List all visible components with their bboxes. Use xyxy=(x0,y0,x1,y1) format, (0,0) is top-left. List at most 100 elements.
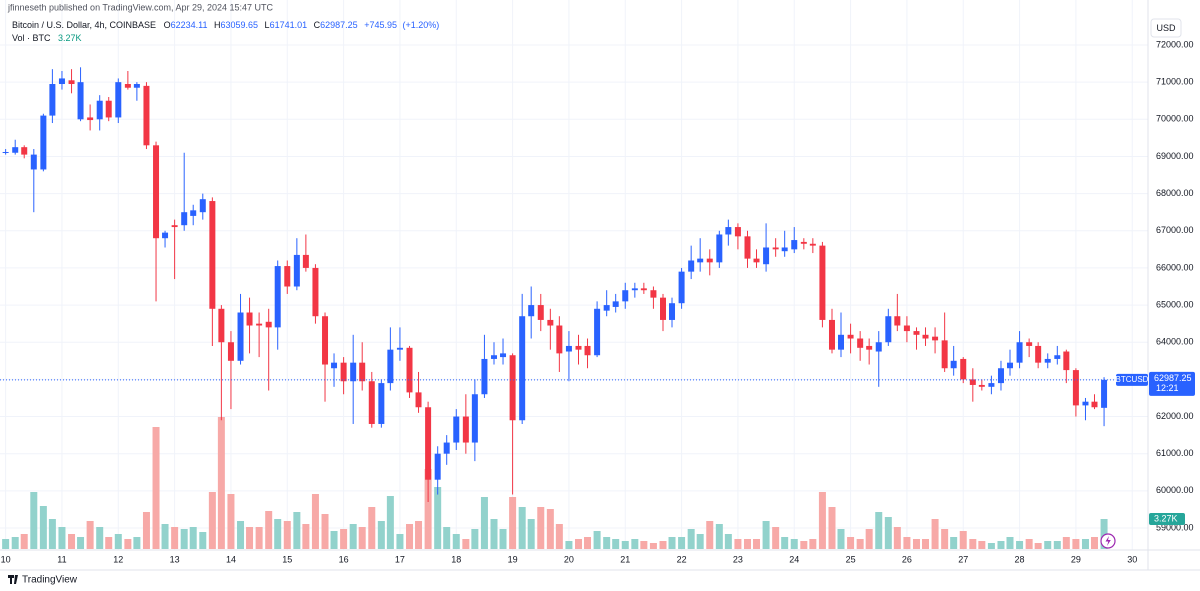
y-tick-label: 71000.00 xyxy=(1156,77,1194,87)
volume-bar xyxy=(969,539,977,549)
symbol-tag: BTCUSD xyxy=(1116,375,1149,384)
x-tick-label: 13 xyxy=(170,554,180,564)
volume-bar xyxy=(828,507,836,549)
volume-bar xyxy=(480,497,488,549)
candle-body xyxy=(894,316,901,326)
volume-bar xyxy=(837,529,845,549)
candle-body xyxy=(340,362,347,382)
volume-bar xyxy=(2,539,10,549)
volume-bar xyxy=(903,537,911,549)
currency-box[interactable] xyxy=(1150,18,1182,38)
candle-body xyxy=(556,325,563,354)
volume-bar xyxy=(124,539,132,549)
currency[interactable]: USD xyxy=(1156,23,1176,33)
x-tick-label: 15 xyxy=(282,554,292,564)
ohlc-letter: C xyxy=(314,20,321,30)
volume-bar xyxy=(340,529,348,549)
candle-body xyxy=(969,379,976,385)
candle-body xyxy=(133,84,140,88)
x-tick-label: 26 xyxy=(902,554,912,564)
candle-body xyxy=(425,407,432,480)
candle-body xyxy=(847,334,854,339)
candle-layer xyxy=(0,67,1148,502)
candle-body xyxy=(256,323,263,326)
volume-bar xyxy=(818,492,826,549)
candle-body xyxy=(960,358,967,380)
change: +745.95 xyxy=(364,20,397,30)
volume-bar xyxy=(30,492,38,549)
candle-body xyxy=(434,453,441,480)
candle-body xyxy=(885,316,892,343)
ohlc-value: 62234.11 xyxy=(171,20,208,30)
ohlc-letter: H xyxy=(214,20,221,30)
candle-body xyxy=(706,258,713,263)
volume-bar xyxy=(640,541,648,549)
x-tick-label: 19 xyxy=(508,554,518,564)
footer-text: TradingView xyxy=(22,575,78,586)
candle-body xyxy=(1035,345,1042,363)
volume-bar xyxy=(77,537,85,549)
volume-bar xyxy=(715,524,723,549)
symbol-title: Bitcoin / U.S. Dollar, 4h, COINBASE xyxy=(12,20,156,30)
candle-body xyxy=(612,301,619,307)
volume-bar xyxy=(161,524,169,549)
candle-body xyxy=(21,147,28,155)
candle-body xyxy=(284,266,291,287)
candle-body xyxy=(1082,401,1089,406)
y-tick-label: 62000.00 xyxy=(1156,411,1194,421)
alert-bolt xyxy=(1105,536,1111,546)
volume-bar xyxy=(434,487,442,549)
candle-body xyxy=(997,368,1004,384)
candle-body xyxy=(396,347,403,350)
candle-body xyxy=(378,383,385,424)
volume-bar xyxy=(462,539,470,549)
candle-body xyxy=(631,288,638,291)
volume-bar xyxy=(265,511,273,549)
volume-bar xyxy=(321,514,329,549)
grid-layer xyxy=(0,0,1148,550)
candle-body xyxy=(387,349,394,384)
volume-bar xyxy=(349,524,357,549)
x-tick-label: 23 xyxy=(733,554,743,564)
candle-body xyxy=(753,258,760,263)
candle-body xyxy=(500,353,507,358)
volume-bar xyxy=(302,524,310,549)
volume-bar xyxy=(884,517,892,549)
volume-bar xyxy=(415,521,423,549)
volume-bar xyxy=(11,537,19,549)
ohlc-letter: O xyxy=(164,20,171,30)
candle-body xyxy=(791,240,798,250)
volume-bar xyxy=(1016,541,1024,549)
candle-body xyxy=(2,152,9,154)
y-tick-label: 70000.00 xyxy=(1156,114,1194,124)
candle-body xyxy=(143,85,150,146)
volume-bar xyxy=(217,417,225,549)
candle-body xyxy=(49,84,56,116)
candle-body xyxy=(415,392,422,408)
volume-bar xyxy=(865,529,873,549)
candle-body xyxy=(509,355,516,421)
volume-bar xyxy=(1100,519,1108,549)
volume-title: Vol · BTC xyxy=(12,33,51,43)
change-percent: (+1.20%) xyxy=(403,20,440,30)
candle-body xyxy=(763,247,770,265)
volume-bar xyxy=(274,519,282,549)
candle-body xyxy=(227,342,234,361)
volume-bar xyxy=(424,469,432,549)
volume-bar xyxy=(696,534,704,549)
volume-bar xyxy=(875,512,883,549)
candle-body xyxy=(697,258,704,263)
volume-bar xyxy=(199,532,207,549)
candle-body xyxy=(115,82,122,118)
volume-bar xyxy=(443,527,451,549)
candle-body xyxy=(368,381,375,424)
x-tick-label: 17 xyxy=(395,554,405,564)
volume-bar xyxy=(527,519,535,549)
volume-bar xyxy=(283,521,291,549)
volume-bar xyxy=(555,524,563,549)
volume-bar xyxy=(941,529,949,549)
volume-bar xyxy=(631,539,639,549)
volume-bar xyxy=(39,506,47,549)
